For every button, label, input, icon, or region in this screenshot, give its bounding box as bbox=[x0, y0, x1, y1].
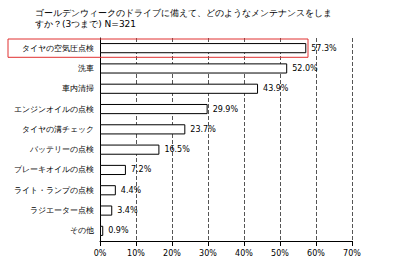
svg-text:60%: 60% bbox=[307, 249, 325, 258]
svg-text:10%: 10% bbox=[127, 249, 145, 258]
svg-text:洗車: 洗車 bbox=[78, 64, 94, 73]
svg-text:20%: 20% bbox=[163, 249, 181, 258]
svg-text:70%: 70% bbox=[343, 249, 361, 258]
svg-text:エンジンオイルの点検: エンジンオイルの点検 bbox=[14, 105, 94, 114]
svg-text:50%: 50% bbox=[271, 249, 289, 258]
svg-text:0%: 0% bbox=[94, 249, 107, 258]
svg-text:7.2%: 7.2% bbox=[131, 165, 152, 174]
svg-text:その他: その他 bbox=[70, 226, 94, 235]
svg-text:0.9%: 0.9% bbox=[108, 226, 129, 235]
svg-text:4.4%: 4.4% bbox=[121, 186, 142, 195]
svg-text:30%: 30% bbox=[199, 249, 217, 258]
svg-text:すか？(3つまで) N=321: すか？(3つまで) N=321 bbox=[35, 19, 136, 29]
svg-text:16.5%: 16.5% bbox=[164, 145, 190, 154]
svg-text:52.0%: 52.0% bbox=[292, 64, 318, 73]
svg-text:ライト・ランプの点検: ライト・ランプの点検 bbox=[14, 186, 94, 195]
svg-text:ラジエーター点検: ラジエーター点検 bbox=[30, 206, 94, 215]
svg-text:23.7%: 23.7% bbox=[190, 125, 216, 134]
svg-text:タイヤの溝チェック: タイヤの溝チェック bbox=[22, 125, 94, 134]
svg-text:43.9%: 43.9% bbox=[263, 84, 289, 93]
svg-text:バッテリーの点検: バッテリーの点検 bbox=[29, 145, 94, 154]
svg-text:40%: 40% bbox=[235, 249, 253, 258]
svg-text:ブレーキオイルの点検: ブレーキオイルの点検 bbox=[14, 165, 94, 174]
svg-text:3.4%: 3.4% bbox=[117, 206, 138, 215]
svg-text:タイヤの空気圧点検: タイヤの空気圧点検 bbox=[22, 44, 94, 53]
svg-text:29.9%: 29.9% bbox=[213, 105, 239, 114]
svg-text:57.3%: 57.3% bbox=[311, 44, 337, 53]
svg-text:車内清掃: 車内清掃 bbox=[62, 84, 94, 93]
svg-text:ゴールデンウィークのドライブに備えて、どのようなメンテナンス: ゴールデンウィークのドライブに備えて、どのようなメンテナンスをしま bbox=[35, 8, 332, 18]
